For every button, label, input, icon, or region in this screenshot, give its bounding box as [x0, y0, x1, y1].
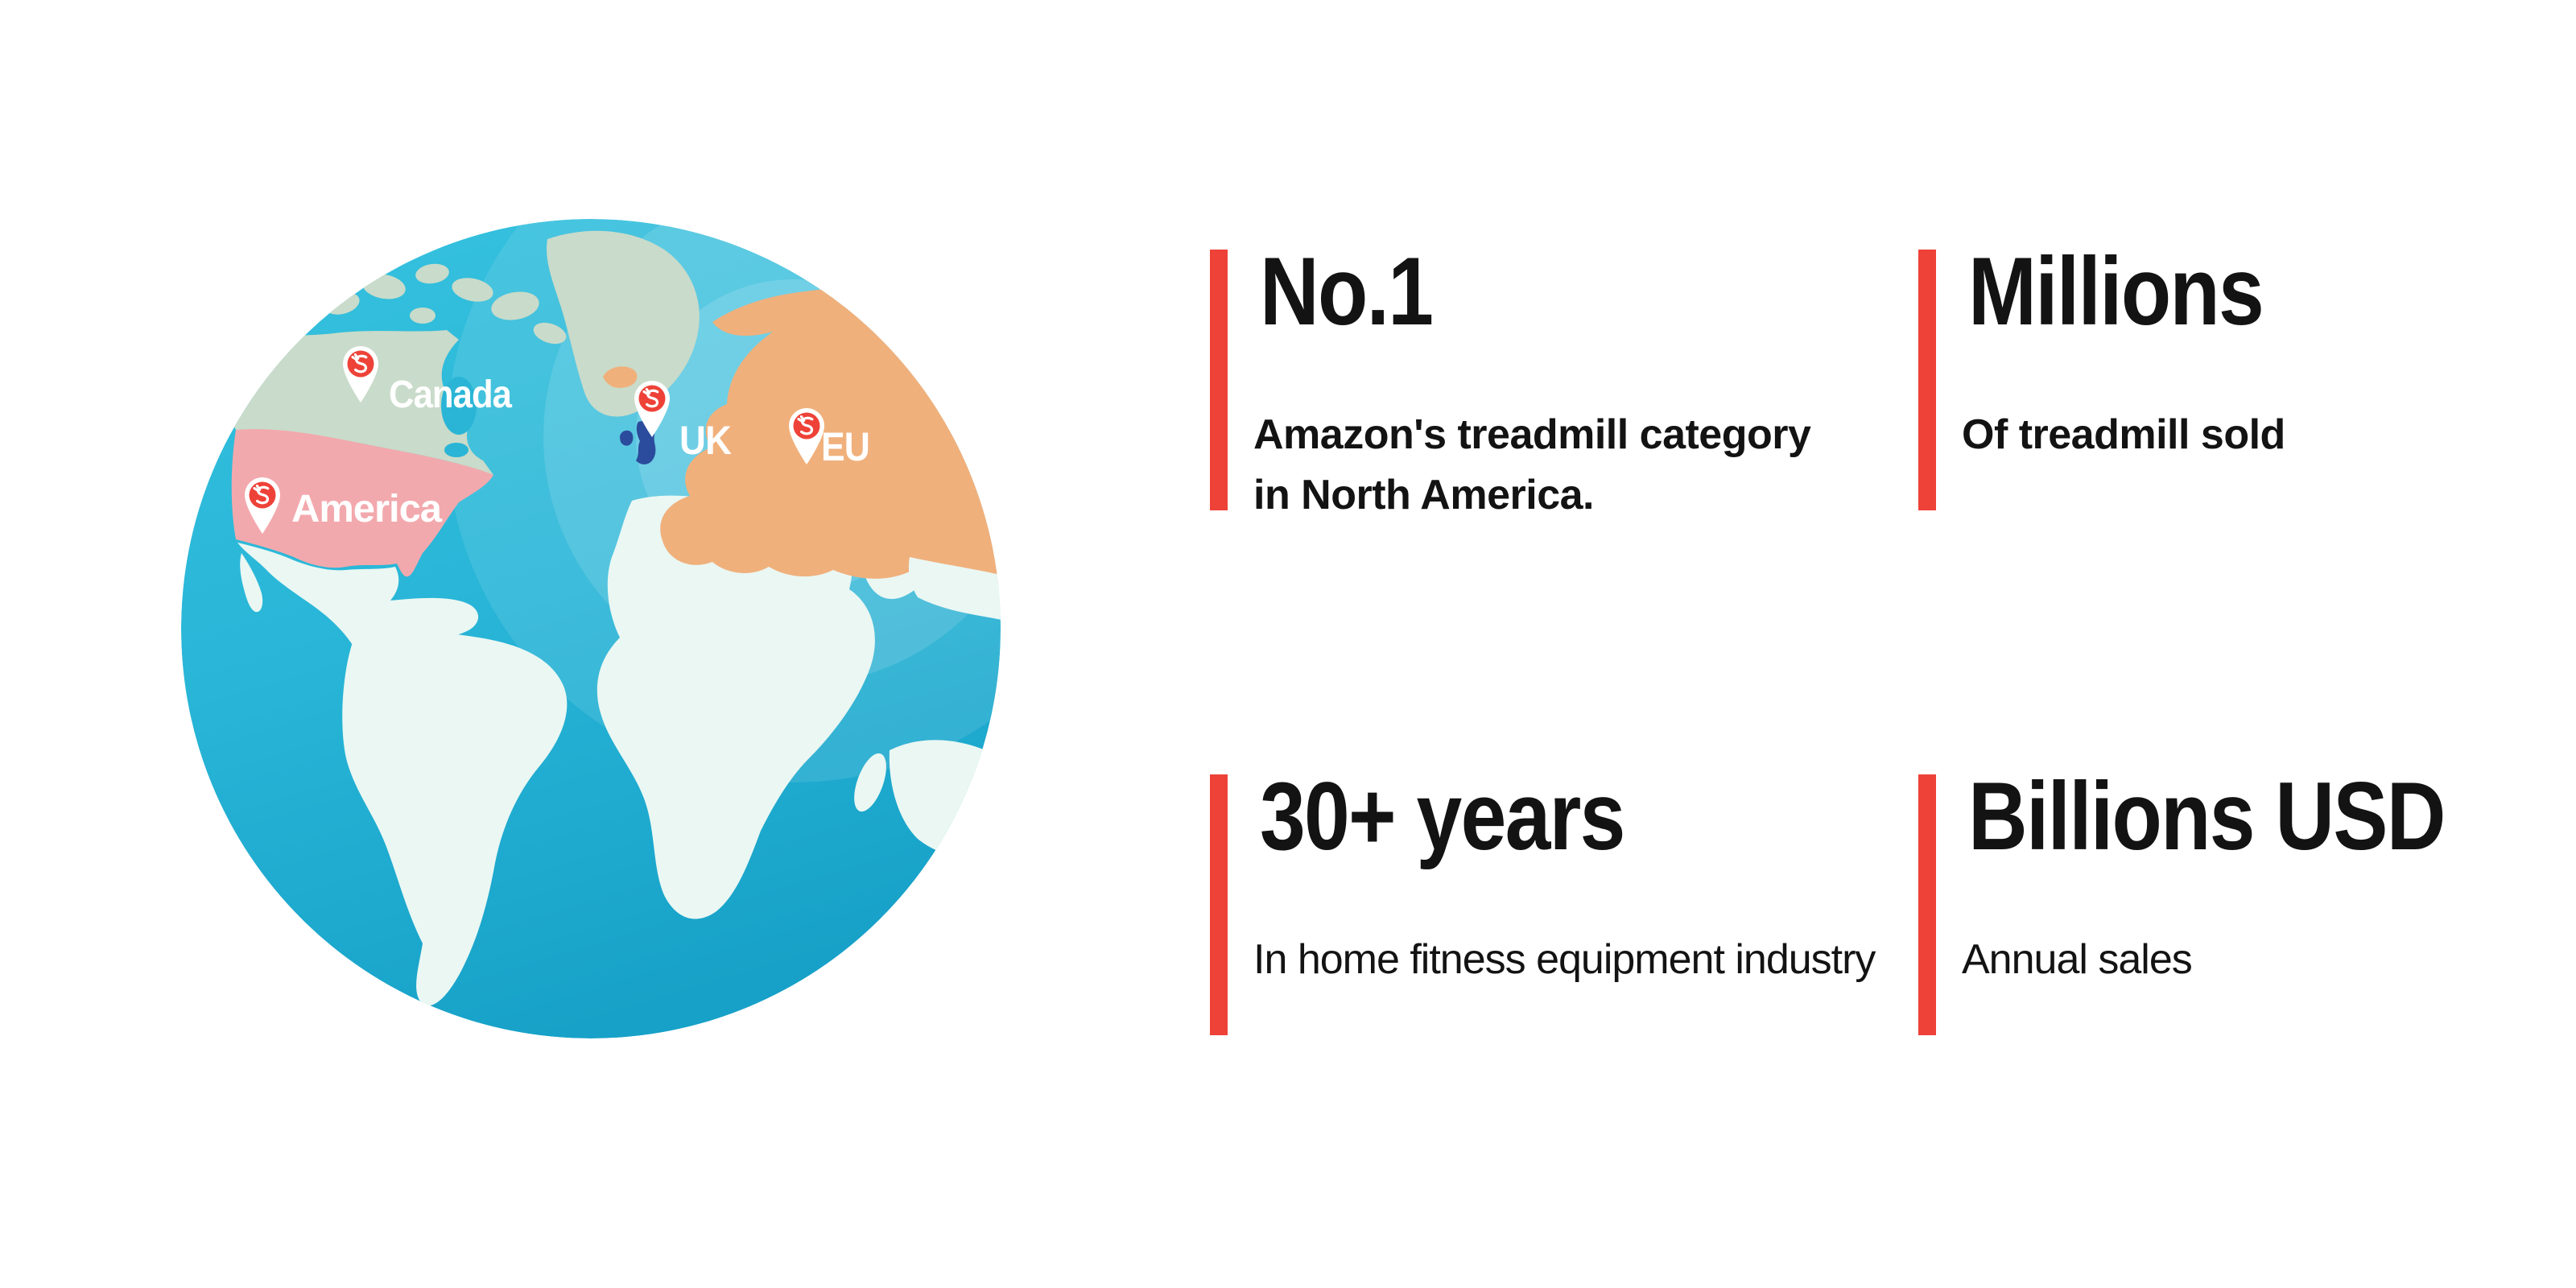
stat-heading: Millions	[1968, 237, 2264, 345]
region-canada	[212, 330, 493, 475]
region-africa	[597, 495, 875, 919]
region-south-america	[342, 630, 568, 1006]
pin-label-uk: UK	[679, 418, 732, 463]
accent-bar	[1210, 774, 1228, 1035]
stat-body-line: Amazon's treadmill category	[1253, 411, 1811, 458]
antler-s-logo-icon	[797, 415, 814, 436]
stat-body-line: in North America.	[1253, 472, 1595, 518]
stat-body-line: Annual sales	[1962, 936, 2193, 983]
stat-heading: No.1	[1260, 237, 1434, 345]
world-globe: Canada America UK	[181, 219, 1001, 1038]
hudson-bay	[441, 377, 477, 435]
stat-heading: 30+ years	[1260, 762, 1625, 870]
pin-label-canada: Canada	[389, 374, 512, 416]
antler-s-logo-icon	[642, 388, 659, 408]
region-ireland	[620, 430, 634, 446]
globe-illustration: Canada America UK	[181, 219, 1001, 1038]
map-pin-america	[245, 477, 280, 534]
region-america	[231, 429, 493, 577]
pin-label-eu: EU	[821, 424, 869, 469]
stat-body-line: In home fitness equipment industry	[1253, 936, 1876, 983]
stat-block-no1: No.1 Amazon's treadmill category in Nort…	[1210, 243, 1967, 523]
accent-bar	[1918, 250, 1936, 510]
accent-bar	[1210, 250, 1228, 510]
stat-block-years: 30+ years In home fitness equipment indu…	[1210, 768, 1967, 1048]
map-pin-canada	[343, 346, 378, 402]
accent-bar	[1918, 774, 1936, 1035]
map-pin-uk	[634, 381, 670, 437]
region-madagascar	[854, 753, 886, 812]
region-asia-east	[908, 557, 1001, 621]
stat-heading: Billions USD	[1968, 762, 2446, 870]
map-pin-eu	[789, 408, 824, 464]
great-lakes	[444, 443, 469, 457]
pin-label-america: America	[291, 488, 442, 530]
region-baja	[240, 553, 263, 613]
antler-s-logo-icon	[253, 485, 270, 505]
stat-block-millions: Millions Of treadmill sold	[1918, 243, 2576, 523]
stat-block-billions: Billions USD Annual sales	[1918, 768, 2576, 1048]
antler-s-logo-icon	[351, 353, 368, 374]
region-greenland	[547, 230, 700, 417]
stat-body-line: Of treadmill sold	[1962, 411, 2285, 458]
region-iceland	[603, 366, 638, 388]
